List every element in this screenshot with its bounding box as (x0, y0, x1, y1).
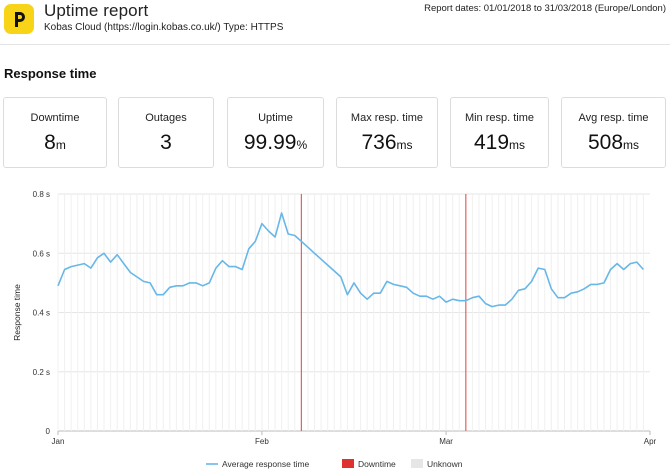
stat-label: Avg resp. time (578, 112, 649, 124)
y-axis-label: Response time (12, 284, 22, 341)
y-tick-label: 0.2 s (33, 368, 50, 377)
legend-item-label: Unknown (427, 459, 463, 469)
stat-label: Min resp. time (464, 112, 535, 124)
y-tick-label: 0 (46, 427, 51, 436)
stat-card-downtime: Downtime 8m (3, 97, 107, 168)
stat-value: 508ms (587, 131, 640, 154)
response-time-chart: 0 0.2 s 0.4 s 0.6 s 0.8 s Jan Feb Mar Apr Respons… (12, 190, 657, 469)
app-logo (4, 4, 34, 34)
y-tick-label: 0.6 s (33, 249, 50, 258)
y-tick-label: 0.4 s (33, 309, 50, 318)
stat-label: Downtime (30, 112, 80, 124)
y-tick-label: 0.8 s (33, 190, 50, 199)
x-tick-label: Mar (439, 437, 453, 446)
legend-item-label: Downtime (358, 459, 396, 469)
x-tick-label: Apr (644, 437, 657, 446)
legend-swatch-box (342, 459, 354, 468)
stat-label: Outages (145, 112, 187, 124)
stat-value: 419ms (473, 131, 526, 154)
stat-card-avg-resp-time: Avg resp. time 508ms (561, 97, 666, 168)
stat-label: Max resp. time (350, 112, 424, 124)
stat-card-outages: Outages 3 (118, 97, 214, 168)
stat-value: 3 (160, 131, 172, 154)
report-dates: Report dates: 01/01/2018 to 31/03/2018 (… (424, 3, 666, 14)
avg-response-time-line (57, 212, 644, 308)
x-tick-label: Jan (52, 437, 65, 446)
section-title: Response time (4, 66, 97, 81)
stat-value: 736ms (361, 131, 413, 154)
stat-label: Uptime (258, 112, 293, 124)
x-tick-label: Feb (255, 437, 269, 446)
stat-value: 8m (44, 131, 66, 154)
stat-card-max-resp-time: Max resp. time 736ms (336, 97, 438, 168)
p-logo-icon (15, 12, 25, 27)
report-header: Uptime report Kobas Cloud (https://login… (0, 0, 670, 45)
monitor-subtitle: Kobas Cloud (https://login.kobas.co.uk/)… (44, 22, 284, 33)
stat-value: 99.99% (243, 131, 308, 154)
page-title: Uptime report (44, 1, 149, 20)
legend-swatch-box (411, 459, 423, 468)
stat-card-min-resp-time: Min resp. time 419ms (450, 97, 549, 168)
stat-card-uptime: Uptime 99.99% (227, 97, 324, 168)
legend-item-label: Average response time (222, 459, 310, 469)
